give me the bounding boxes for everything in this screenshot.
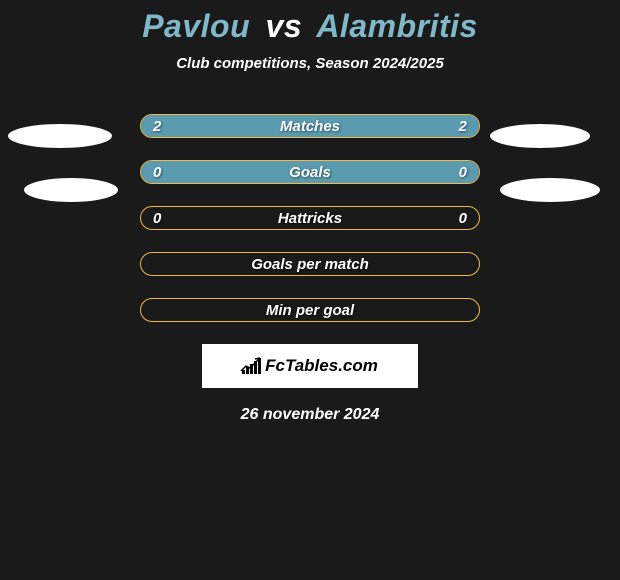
subtitle: Club competitions, Season 2024/2025 (0, 55, 620, 72)
chart-icon (242, 358, 261, 374)
player-photo-placeholder (500, 178, 600, 202)
stat-fill-left (141, 161, 310, 183)
stat-row: Goals per match (140, 252, 480, 276)
watermark-box: FcTables.com (202, 344, 418, 388)
stat-label: Goals (289, 164, 331, 181)
watermark-text: FcTables.com (265, 356, 378, 376)
page-title: Pavlou vs Alambritis (0, 8, 620, 45)
stat-label: Goals per match (251, 256, 369, 273)
stat-fill-right (310, 161, 479, 183)
vs-text: vs (266, 8, 303, 44)
stat-label: Hattricks (278, 210, 342, 227)
player1-name: Pavlou (142, 8, 250, 44)
player-photo-placeholder (24, 178, 118, 202)
player2-name: Alambritis (316, 8, 477, 44)
stat-row: 2 Matches 2 (140, 114, 480, 138)
stat-left-value: 0 (153, 210, 161, 227)
stat-row: 0 Hattricks 0 (140, 206, 480, 230)
stat-row: 0 Goals 0 (140, 160, 480, 184)
player-photo-placeholder (8, 124, 112, 148)
player-photo-placeholder (490, 124, 590, 148)
infographic-container: Pavlou vs Alambritis Club competitions, … (0, 0, 620, 424)
stat-right-value: 0 (459, 210, 467, 227)
stat-left-value: 2 (153, 118, 161, 135)
stat-right-value: 0 (459, 164, 467, 181)
stat-label: Matches (280, 118, 340, 135)
watermark: FcTables.com (242, 356, 378, 376)
date-text: 26 november 2024 (0, 406, 620, 424)
stat-label: Min per goal (266, 302, 354, 319)
stat-left-value: 0 (153, 164, 161, 181)
stat-right-value: 2 (459, 118, 467, 135)
stat-row: Min per goal (140, 298, 480, 322)
